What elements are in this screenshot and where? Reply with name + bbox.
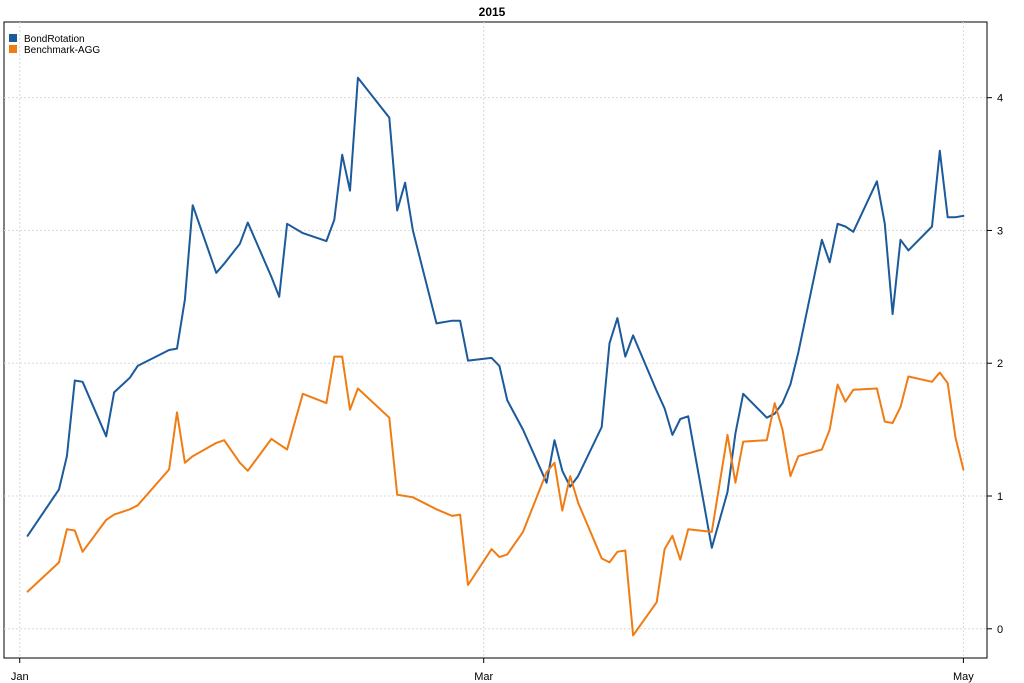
series-line-benchmark-agg — [26, 355, 965, 637]
y-tick-label: 4 — [997, 93, 1003, 105]
y-tick-label: 1 — [997, 491, 1003, 503]
chart-title: 2015 — [479, 5, 506, 19]
legend-label-bondrotation: BondRotation — [24, 34, 85, 45]
x-tick-label: May — [953, 671, 974, 683]
y-tick-label: 3 — [997, 225, 1003, 237]
y-tick-label: 0 — [997, 624, 1003, 636]
x-tick-label: Jan — [11, 671, 29, 683]
legend-swatch-bondrotation — [9, 34, 17, 42]
x-tick-label: Mar — [474, 671, 493, 683]
legend: BondRotation Benchmark-AGG — [9, 34, 100, 56]
y-tick-label: 2 — [997, 358, 1003, 370]
axes: 0 1 2 3 4 Jan Mar May — [11, 93, 1003, 683]
legend-swatch-benchmark-agg — [9, 45, 17, 53]
series-line-bondrotation — [26, 76, 965, 549]
series-group — [26, 76, 965, 637]
plot-area — [3, 21, 988, 659]
legend-label-benchmark-agg: Benchmark-AGG — [24, 45, 100, 56]
